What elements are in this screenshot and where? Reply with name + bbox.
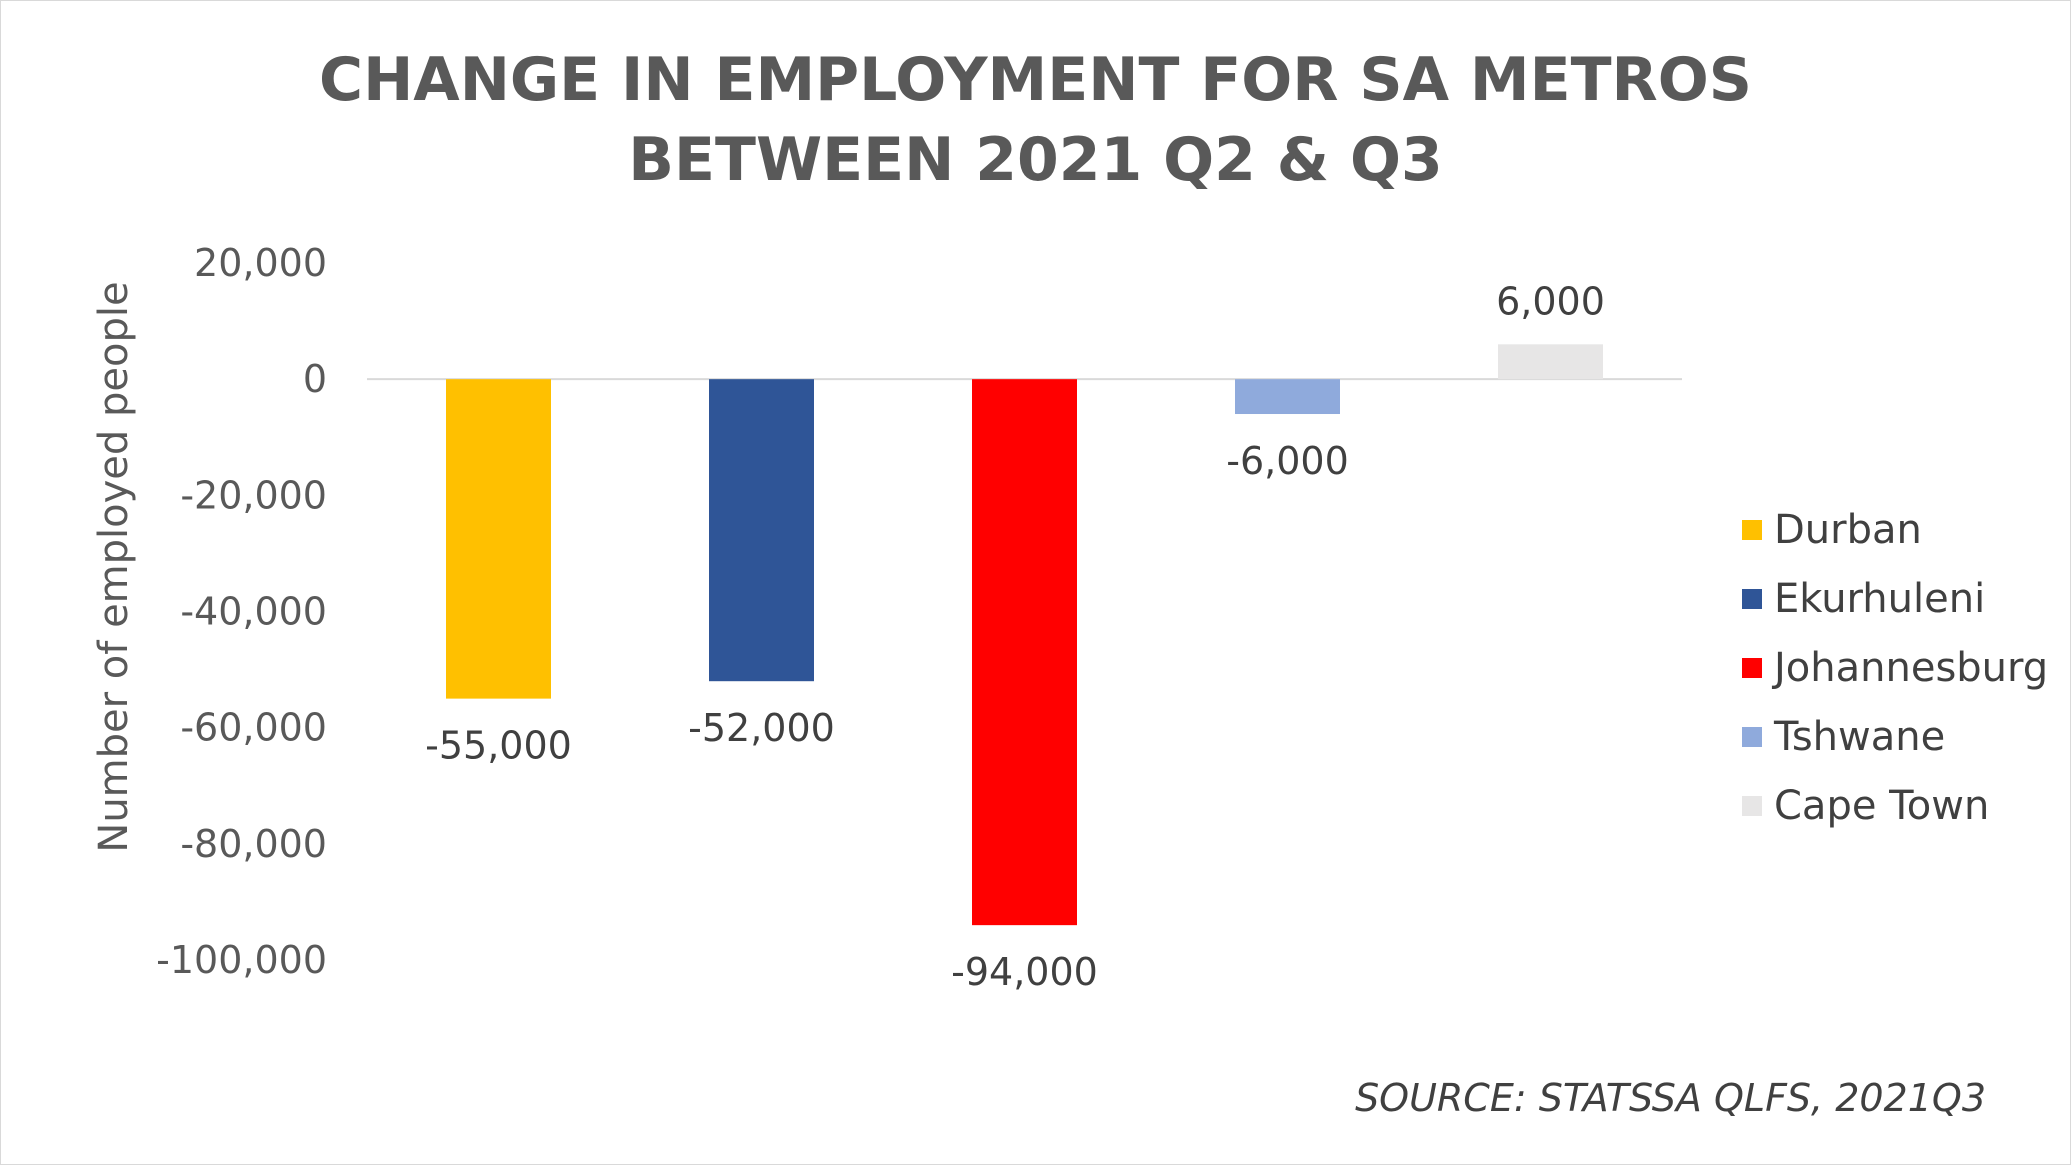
legend-item-johannesburg: Johannesburg [1742,633,2048,702]
data-label-tshwane: -6,000 [1226,439,1349,483]
legend-label: Tshwane [1774,713,1946,760]
data-label-durban: -55,000 [425,724,572,768]
legend-label: Ekurhuleni [1774,575,1986,622]
y-tick-label: -40,000 [180,590,327,634]
bar-series [446,344,1603,926]
legend-item-ekurhuleni: Ekurhuleni [1742,564,2048,633]
source-note: SOURCE: STATSSA QLFS, 2021Q3 [1355,1076,1986,1120]
legend-label: Durban [1774,506,1922,553]
bar-ekurhuleni [709,379,814,682]
legend-swatch [1742,588,1762,609]
chart-title: CHANGE IN EMPLOYMENT FOR SA METROS BETWE… [0,40,2071,200]
legend-swatch [1742,795,1762,816]
legend-item-tshwane: Tshwane [1742,702,2048,771]
chart-title-line-1: CHANGE IN EMPLOYMENT FOR SA METROS [319,45,1752,115]
legend-swatch [1742,726,1762,747]
bar-durban [446,379,551,699]
legend-item-durban: Durban [1742,495,2048,564]
bar-cape-town [1498,344,1603,380]
legend-swatch [1742,519,1762,540]
y-tick-label: -80,000 [180,822,327,866]
legend-label: Cape Town [1774,782,1990,829]
y-axis-ticks: 20,000 0 -20,000 -40,000 -60,000 -80,000 -100,… [156,241,327,982]
y-tick-label: 0 [303,357,327,401]
data-label-cape-town: 6,000 [1496,279,1605,323]
data-labels: -55,000 -52,000 -94,000 -6,000 6,000 [425,279,1605,994]
chart-legend: Durban Ekurhuleni Johannesburg Tshwane Cape … [1742,495,2048,840]
data-label-ekurhuleni: -52,000 [688,706,835,750]
legend-item-cape-town: Cape Town [1742,771,2048,840]
y-tick-label: -100,000 [156,938,327,982]
data-label-johannesburg: -94,000 [951,950,1098,994]
y-tick-label: 20,000 [194,241,327,285]
bar-johannesburg [972,379,1077,926]
bar-tshwane [1235,379,1340,415]
y-axis-label: Number of employed people [91,281,137,852]
y-tick-label: -60,000 [180,706,327,750]
y-tick-label: -20,000 [180,473,327,517]
chart-title-line-2: BETWEEN 2021 Q2 & Q3 [628,125,1443,195]
legend-swatch [1742,657,1762,678]
legend-label: Johannesburg [1774,644,2049,691]
